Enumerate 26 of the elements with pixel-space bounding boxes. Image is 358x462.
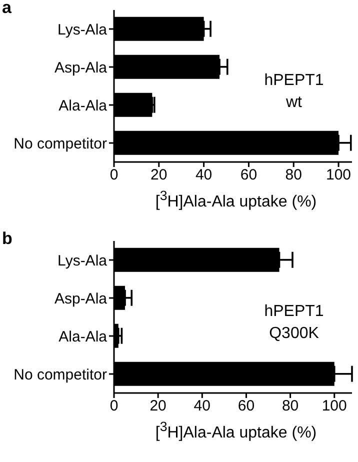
x-tick-label: 100: [326, 166, 352, 184]
annotation: hPEPT1 Q300K: [263, 302, 325, 344]
y-tick-label: No competitor: [14, 366, 107, 384]
x-axis-title: [$^{3}$H]Ala-Ala uptake (%): [154, 419, 318, 442]
y-tick-label: Lys-Ala: [58, 252, 108, 270]
y-tick-label: Ala-Ala: [58, 328, 108, 346]
x-tick-label: 60: [240, 166, 258, 184]
y-tick-label: Asp-Ala: [54, 290, 108, 308]
y-tick-label: Asp-Ala: [54, 59, 108, 76]
x-tick-label: 60: [238, 398, 255, 415]
x-tick-label: 80: [282, 398, 299, 415]
y-tick-label: Ala-Ala: [58, 97, 108, 114]
x-axis-title: [$^{3}$H]Ala-Ala uptake (%): [154, 188, 318, 212]
x-tick-label: 20: [150, 398, 166, 415]
x-tick-label: 0: [110, 166, 118, 184]
x-tick-label: 40: [195, 166, 212, 184]
annotation: hPEPT1 wt: [263, 71, 325, 113]
x-tick-label: 40: [194, 398, 210, 415]
y-tick-label: No competitor: [14, 135, 107, 152]
x-tick-label: 100: [322, 398, 347, 415]
y-tick-label: Lys-Ala: [58, 21, 108, 38]
chart-title: a: [2, 0, 12, 18]
chart-title: b: [2, 229, 12, 249]
x-tick-label: 20: [150, 166, 168, 184]
x-tick-label: 80: [285, 166, 302, 184]
x-tick-label: 0: [110, 398, 118, 415]
